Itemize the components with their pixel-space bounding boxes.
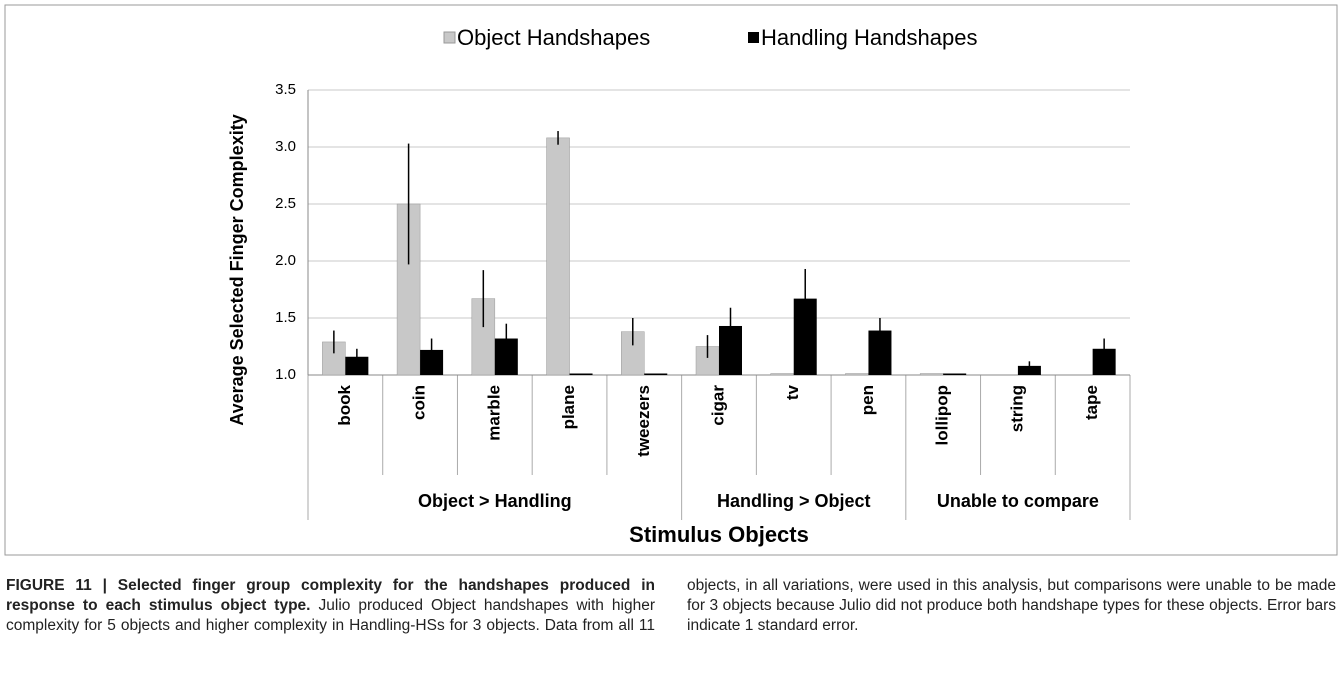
bar (943, 373, 967, 375)
x-tick-label: tape (1082, 385, 1101, 420)
y-tick-label: 3.0 (275, 138, 296, 155)
group-label: Handling > Object (717, 491, 871, 511)
legend-label: Object Handshapes (457, 25, 650, 50)
y-axis-title: Average Selected Finger Complexity (227, 114, 247, 425)
legend-swatch (748, 32, 759, 43)
x-tick-label: coin (410, 385, 429, 420)
bar (845, 373, 869, 376)
chart: Average Selected Finger Complexity Stimu… (4, 4, 1338, 556)
bar (569, 373, 593, 375)
y-tick-label: 1.5 (275, 309, 296, 326)
x-tick-label: book (335, 384, 354, 425)
group-label: Unable to compare (937, 491, 1099, 511)
bar (420, 349, 444, 375)
bar (546, 137, 570, 376)
group-label: Object > Handling (418, 491, 572, 511)
x-tick-label: string (1007, 385, 1026, 432)
x-tick-label: cigar (708, 385, 727, 426)
bar (719, 325, 742, 375)
bar (345, 356, 369, 375)
caption: FIGURE 11 | Selected finger group comple… (6, 576, 1336, 636)
x-axis-title: Stimulus Objects (629, 522, 809, 547)
bar (494, 338, 518, 375)
x-tick-label: tweezers (634, 385, 653, 457)
bar (793, 298, 817, 375)
legend-swatch (443, 31, 456, 44)
y-tick-label: 1.0 (275, 366, 296, 383)
x-tick-label: pen (858, 385, 877, 415)
bar (644, 373, 668, 375)
x-tick-label: plane (559, 385, 578, 429)
x-tick-label: tv (783, 384, 802, 400)
x-tick-label: lollipop (933, 385, 952, 445)
y-tick-label: 2.5 (275, 195, 296, 212)
x-tick-label: marble (484, 385, 503, 441)
caption-title: FIGURE 11 | Selected finger group comple… (6, 577, 655, 614)
bar (1092, 348, 1116, 375)
chart-frame (4, 4, 1338, 556)
bar (770, 373, 794, 376)
legend-label: Handling Handshapes (761, 25, 978, 50)
bar (868, 330, 892, 375)
y-tick-label: 3.5 (275, 81, 296, 98)
y-tick-label: 2.0 (275, 252, 296, 269)
caption-text: Julio produced Object handshapes with hi… (6, 577, 1336, 634)
bar (919, 373, 944, 376)
